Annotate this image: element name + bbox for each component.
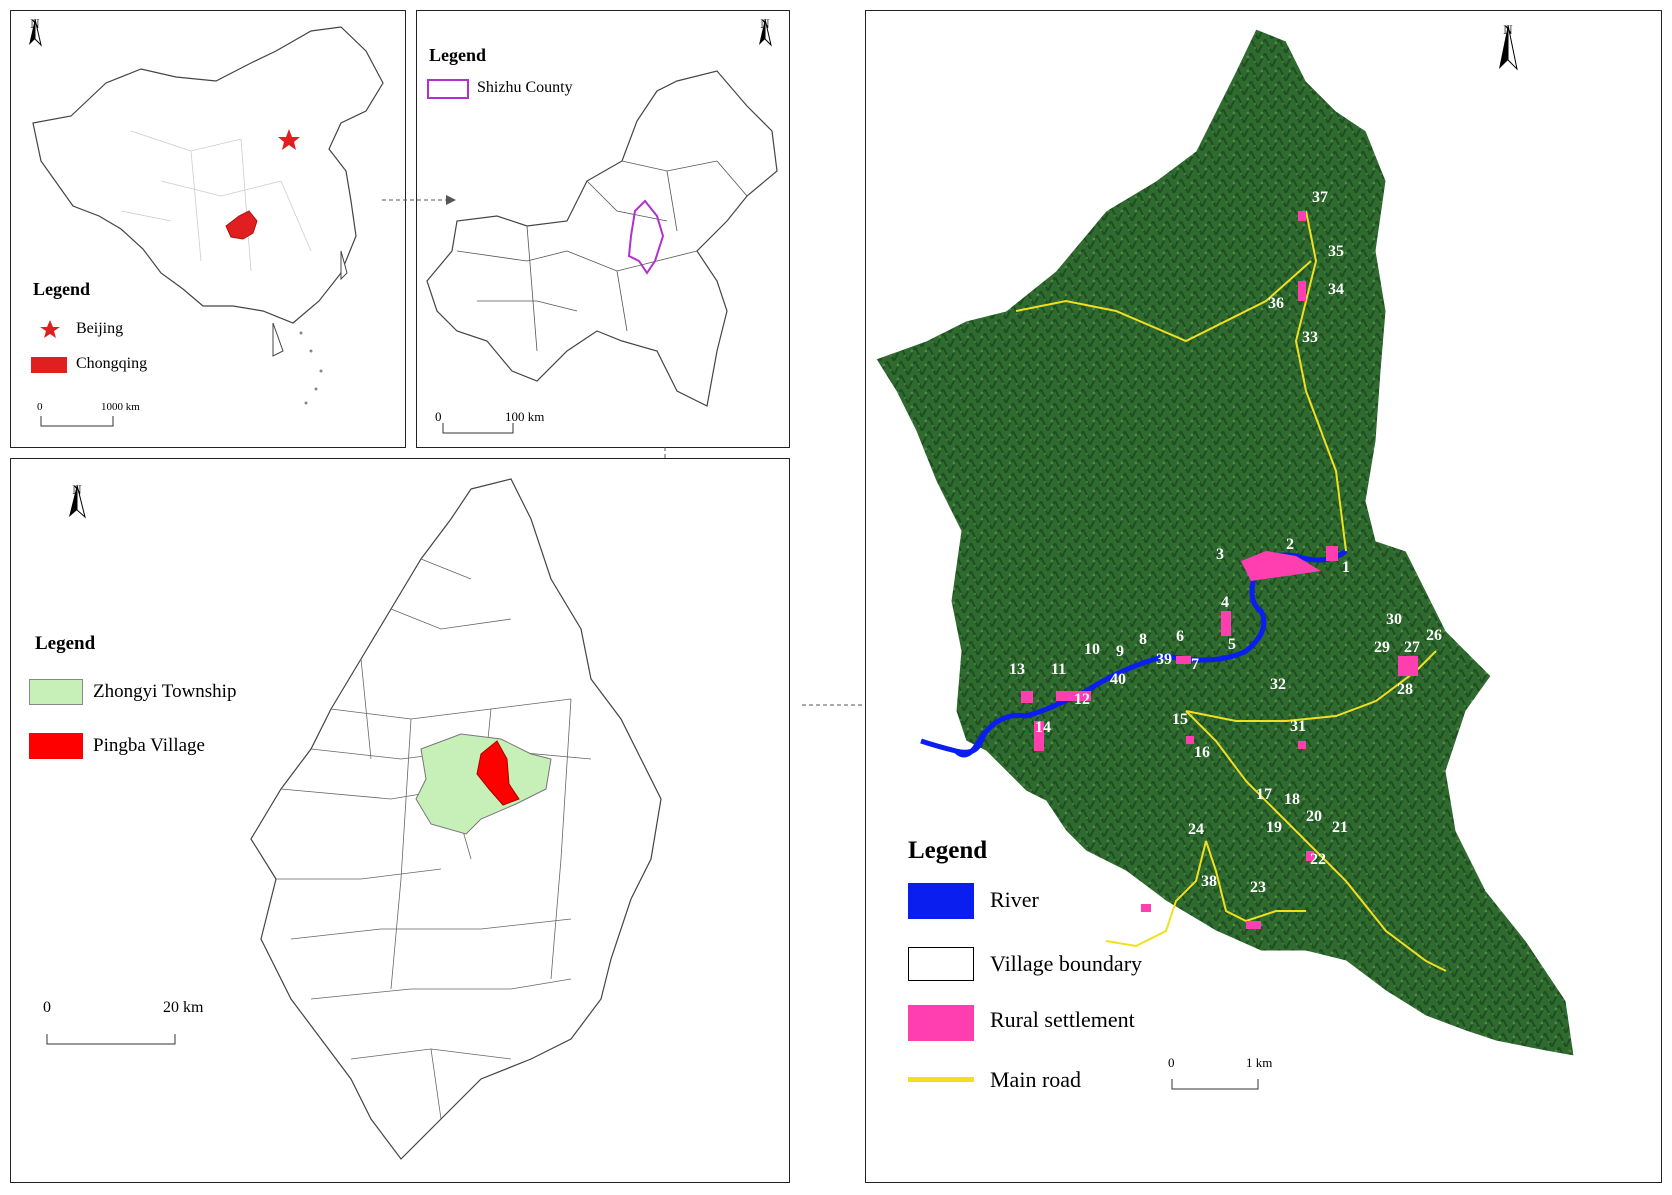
settlement-label-23: 23 (1250, 879, 1266, 896)
settlement-label-14: 14 (1035, 719, 1051, 736)
settlement-label-25: 25 (1121, 877, 1137, 894)
village-satellite-map (875, 28, 1575, 1090)
settlement-label-20: 20 (1306, 808, 1322, 825)
pingba-village (476, 740, 520, 806)
settlement-label-19: 19 (1266, 819, 1282, 836)
north-arrow: N (755, 17, 775, 47)
legend-title: Legend (35, 633, 96, 654)
road-legend-swatch (908, 1077, 974, 1082)
scale-end: 1 km (1246, 1055, 1273, 1070)
settlement-label-3: 3 (1216, 546, 1224, 563)
settlement-label-22: 22 (1310, 851, 1326, 868)
shizhu-map-panel: N Legend Zhongyi Township Pingba Village… (10, 458, 790, 1183)
settlement-label-16: 16 (1194, 744, 1210, 761)
legend-label-road: Main road (990, 1067, 1082, 1092)
north-arrow: N (25, 17, 45, 47)
settlement-label-24: 24 (1188, 821, 1204, 838)
settlement-label-13: 13 (1009, 661, 1025, 678)
settlement-label-8: 8 (1139, 631, 1147, 648)
legend-label-chongqing: Chongqing (76, 355, 148, 372)
pingba-legend-swatch (29, 733, 83, 759)
china-map-panel: N Legend Beijing Chongqing 0 1000 km (10, 10, 406, 448)
settlement-label-7: 7 (1191, 656, 1199, 673)
settlement-label-1: 1 (1342, 559, 1350, 576)
settlement-label-21: 21 (1332, 819, 1348, 836)
china-outline (32, 26, 384, 427)
shizhu-outline (46, 478, 662, 1160)
beijing-star (278, 129, 300, 150)
legend-label-pingba: Pingba Village (93, 735, 205, 756)
scale-zero: 0 (43, 999, 51, 1016)
village-boundary (875, 28, 1575, 1057)
settlements (1021, 211, 1418, 929)
river-legend-swatch (908, 883, 974, 919)
legend-label-river: River (990, 887, 1039, 912)
scale-end: 100 km (505, 409, 545, 424)
settlement-label-31: 31 (1290, 718, 1306, 735)
settlement-label-17: 17 (1256, 786, 1272, 803)
legend-title: Legend (908, 837, 988, 864)
scale-end: 20 km (163, 999, 204, 1016)
settlement-label-5: 5 (1228, 636, 1236, 653)
settlement-label-40: 40 (1110, 671, 1126, 688)
settlement-label-2: 2 (1286, 536, 1294, 553)
settlement-label-32: 32 (1270, 676, 1286, 693)
legend-label-beijing: Beijing (76, 320, 124, 337)
village-map-panel: 1 2 3 4 5 6 7 8 9 10 11 12 13 14 15 16 17 18 19 20 21 22 23 24 2… (865, 10, 1662, 1183)
legend-title: Legend (429, 45, 487, 65)
north-arrow: N (65, 483, 89, 519)
settlement-label-18: 18 (1284, 791, 1300, 808)
settlement-label-28: 28 (1397, 681, 1413, 698)
settlement-label-34: 34 (1328, 281, 1344, 298)
settlement-label-9: 9 (1116, 643, 1124, 660)
chongqing-outline (426, 70, 778, 434)
legend-label-settlement: Rural settlement (990, 1007, 1135, 1032)
chongqing-region (225, 210, 258, 240)
legend-label-shizhu: Shizhu County (477, 79, 573, 96)
settlement-label-11: 11 (1051, 661, 1067, 678)
legend-label-zhongyi: Zhongyi Township (93, 681, 237, 702)
settlement-label-29: 29 (1374, 639, 1390, 656)
boundary-legend-swatch (908, 947, 974, 981)
legend-label-boundary: Village boundary (990, 951, 1143, 976)
shizhu-legend-swatch (427, 79, 469, 99)
settlement-label-37: 37 (1312, 189, 1328, 206)
settlement-label-36: 36 (1268, 295, 1284, 312)
arrow-china-to-chongqing (382, 195, 456, 205)
shizhu-county-outline (627, 199, 665, 275)
settlement-label-12: 12 (1074, 691, 1090, 708)
settlement-legend-swatch (908, 1005, 974, 1041)
settlement-label-38: 38 (1201, 873, 1217, 890)
settlement-label-30: 30 (1386, 611, 1402, 628)
scale-end: 1000 km (101, 401, 140, 413)
north-arrow: N (1494, 23, 1522, 71)
legend-title: Legend (33, 279, 91, 299)
zhongyi-legend-swatch (29, 679, 83, 705)
settlement-label-35: 35 (1328, 243, 1344, 260)
settlement-label-33: 33 (1302, 329, 1318, 346)
scale-zero: 0 (435, 409, 442, 424)
scale-zero: 0 (37, 401, 43, 413)
settlement-label-4: 4 (1221, 594, 1229, 611)
settlement-label-26: 26 (1426, 627, 1442, 644)
settlement-label-6: 6 (1176, 628, 1184, 645)
main-road (1015, 210, 1447, 972)
settlement-label-39: 39 (1156, 651, 1172, 668)
chongqing-map-panel: N Legend Shizhu County 0 100 km (416, 10, 790, 448)
chongqing-legend-swatch (31, 357, 67, 373)
beijing-legend-icon (40, 320, 60, 338)
zhongyi-township (415, 733, 552, 835)
settlement-label-15: 15 (1172, 711, 1188, 728)
settlement-label-10: 10 (1084, 641, 1100, 658)
scale-zero: 0 (1168, 1055, 1175, 1070)
settlement-label-27: 27 (1404, 639, 1420, 656)
